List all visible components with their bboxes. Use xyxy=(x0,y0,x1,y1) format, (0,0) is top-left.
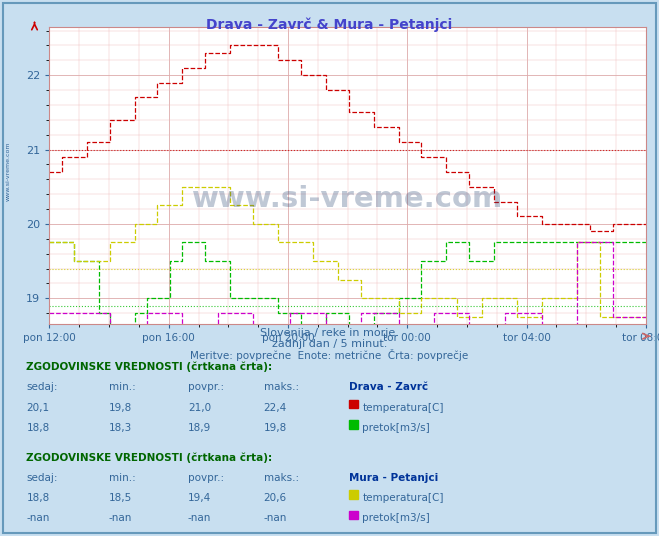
Text: min.:: min.: xyxy=(109,382,136,392)
Text: 22,4: 22,4 xyxy=(264,403,287,413)
Text: 18,8: 18,8 xyxy=(26,493,49,503)
Text: 19,8: 19,8 xyxy=(109,403,132,413)
Text: 19,4: 19,4 xyxy=(188,493,211,503)
Text: Drava - Zavrč & Mura - Petanjci: Drava - Zavrč & Mura - Petanjci xyxy=(206,17,453,32)
Text: www.si-vreme.com: www.si-vreme.com xyxy=(192,185,503,213)
Text: -nan: -nan xyxy=(109,513,132,524)
Text: maks.:: maks.: xyxy=(264,382,299,392)
Text: sedaj:: sedaj: xyxy=(26,473,58,483)
Text: 18,5: 18,5 xyxy=(109,493,132,503)
Text: zadnji dan / 5 minut.: zadnji dan / 5 minut. xyxy=(272,339,387,349)
Text: pretok[m3/s]: pretok[m3/s] xyxy=(362,423,430,433)
Text: www.si-vreme.com: www.si-vreme.com xyxy=(6,142,11,202)
Text: -nan: -nan xyxy=(264,513,287,524)
Text: temperatura[C]: temperatura[C] xyxy=(362,403,444,413)
Text: 18,3: 18,3 xyxy=(109,423,132,433)
Text: pretok[m3/s]: pretok[m3/s] xyxy=(362,513,430,524)
Text: 21,0: 21,0 xyxy=(188,403,211,413)
Text: temperatura[C]: temperatura[C] xyxy=(362,493,444,503)
Text: Slovenija / reke in morje.: Slovenija / reke in morje. xyxy=(260,328,399,338)
Text: povpr.:: povpr.: xyxy=(188,382,224,392)
Text: maks.:: maks.: xyxy=(264,473,299,483)
Text: 19,8: 19,8 xyxy=(264,423,287,433)
Text: -nan: -nan xyxy=(188,513,211,524)
Text: Mura - Petanjci: Mura - Petanjci xyxy=(349,473,438,483)
Text: Meritve: povprečne  Enote: metrične  Črta: povprečje: Meritve: povprečne Enote: metrične Črta:… xyxy=(190,349,469,361)
Text: min.:: min.: xyxy=(109,473,136,483)
Text: 18,8: 18,8 xyxy=(26,423,49,433)
Text: ZGODOVINSKE VREDNOSTI (črtkana črta):: ZGODOVINSKE VREDNOSTI (črtkana črta): xyxy=(26,362,272,373)
Text: sedaj:: sedaj: xyxy=(26,382,58,392)
Text: 18,9: 18,9 xyxy=(188,423,211,433)
Text: 20,6: 20,6 xyxy=(264,493,287,503)
Text: povpr.:: povpr.: xyxy=(188,473,224,483)
Text: 20,1: 20,1 xyxy=(26,403,49,413)
Text: ZGODOVINSKE VREDNOSTI (črtkana črta):: ZGODOVINSKE VREDNOSTI (črtkana črta): xyxy=(26,452,272,463)
Text: -nan: -nan xyxy=(26,513,49,524)
Text: Drava - Zavrč: Drava - Zavrč xyxy=(349,382,428,392)
